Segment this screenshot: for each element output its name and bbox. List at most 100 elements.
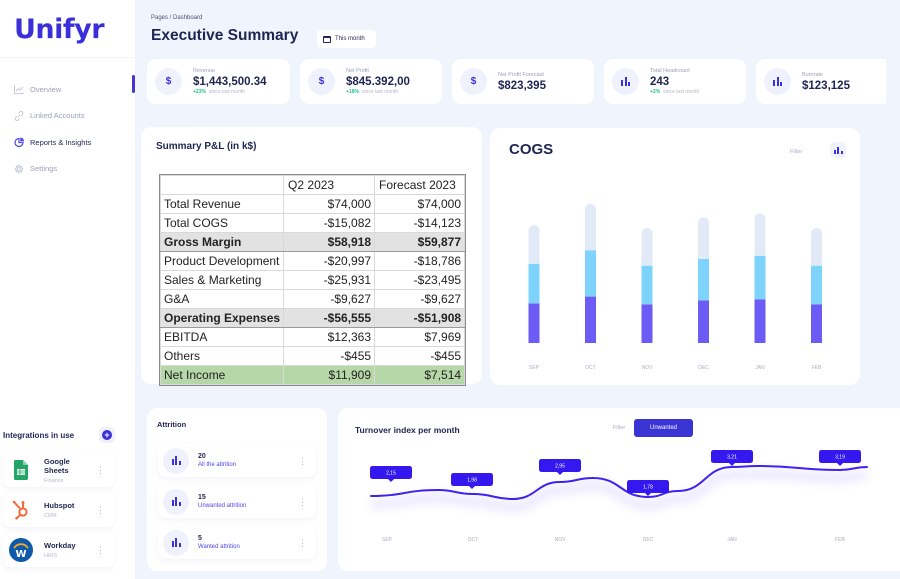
pl-forecast-value: $59,877 <box>374 232 466 252</box>
cogs-bar-segment[interactable] <box>754 256 766 300</box>
add-integration-button[interactable]: + <box>99 427 115 443</box>
more-options-icon[interactable]: ⋮ <box>298 496 307 507</box>
kpi-delta: +18% since last month <box>346 89 399 95</box>
kpi-label: Total Headcount <box>650 68 690 74</box>
integration-category: CRM <box>44 513 57 519</box>
integration-name: Google Sheets <box>44 456 70 475</box>
hubspot-icon <box>9 498 33 522</box>
cogs-bar-segment[interactable] <box>585 296 596 343</box>
cogs-bar-segment[interactable] <box>641 227 653 266</box>
turnover-filter-label[interactable]: Filter <box>613 425 626 431</box>
pl-row-label: Operating Expenses <box>159 308 285 328</box>
period-label: This month <box>335 36 365 42</box>
more-options-icon[interactable]: ⋮ <box>298 455 307 466</box>
kpi-delta: +23% since last month <box>193 89 246 95</box>
pl-forecast-value: $74,000 <box>374 194 466 214</box>
pl-row: Gross Margin $58,918 $59,877 <box>159 232 466 252</box>
pl-q2-value: -$25,931 <box>283 270 376 290</box>
pl-row-label: Others <box>159 346 285 366</box>
sidebar-nav: Overview Linked Accounts Reports & Insig… <box>13 76 91 182</box>
more-options-icon[interactable]: ⋮ <box>298 537 307 548</box>
cogs-filter-button[interactable]: Filter <box>790 149 803 155</box>
more-options-icon[interactable]: ⋮ <box>96 465 105 475</box>
pl-q2-value: $11,909 <box>283 365 376 385</box>
cogs-bar-segment[interactable] <box>585 250 596 297</box>
data-point-tooltip[interactable]: 1,98 <box>451 473 493 489</box>
integration-item[interactable]: Hubspot CRM ⋮ <box>3 493 114 527</box>
sidebar-item-label: Settings <box>30 164 58 174</box>
cogs-bar-segment[interactable] <box>698 258 709 301</box>
breadcrumb[interactable]: Pages / Dashboard <box>151 15 203 21</box>
attrition-label: All the attrition <box>198 462 237 468</box>
data-point-tooltip[interactable]: 3,21 <box>711 450 753 466</box>
cogs-bar-segment[interactable] <box>641 304 653 343</box>
logo[interactable]: Unifyr <box>14 14 105 45</box>
pl-forecast-value: $7,969 <box>374 327 466 347</box>
attrition-item[interactable]: 20 All the attrition ⋮ <box>158 444 316 477</box>
sidebar-item-reports-insights[interactable]: Reports & Insights <box>13 129 91 156</box>
unwanted-filter-button[interactable]: Unwanted <box>634 419 693 437</box>
pl-q2-value: $58,918 <box>283 232 376 252</box>
period-selector-button[interactable]: This month <box>317 30 376 48</box>
cogs-bar-segment[interactable] <box>528 225 540 264</box>
more-options-icon[interactable]: ⋮ <box>96 545 105 555</box>
pl-forecast-value: -$9,627 <box>374 289 466 309</box>
sidebar-item-overview[interactable]: Overview <box>13 76 91 103</box>
attrition-item[interactable]: 5 Wanted attrition ⋮ <box>158 526 316 559</box>
more-options-icon[interactable]: ⋮ <box>96 505 105 515</box>
cogs-bar-segment[interactable] <box>811 304 822 343</box>
chart-type-button[interactable] <box>830 142 846 158</box>
bar-chart-icon <box>612 68 639 95</box>
bar-chart-icon <box>833 146 843 154</box>
pl-forecast-value: $7,514 <box>374 365 466 385</box>
integration-item[interactable]: Google Sheets Finance ⋮ <box>3 453 114 487</box>
pl-title: Summary P&L (in k$) <box>156 141 257 152</box>
integrations-panel: Integrations in use + Google Sheets Fina… <box>0 424 118 567</box>
pl-row: Total COGS -$15,082 -$14,123 <box>159 213 466 233</box>
x-tick-label: DEC <box>643 537 654 543</box>
attrition-item[interactable]: 15 Unwanted attrition ⋮ <box>158 485 316 518</box>
kpi-value: $1,443,500.34 <box>193 76 267 88</box>
pl-q2-value: -$455 <box>283 346 376 366</box>
pl-q2-value: $74,000 <box>283 194 376 214</box>
dollar-icon: $ <box>460 68 487 95</box>
data-point-tooltip[interactable]: 3,19 <box>819 450 861 466</box>
cogs-bar-segment[interactable] <box>698 217 709 259</box>
data-point-tooltip[interactable]: 2,15 <box>370 466 412 482</box>
cogs-bar-segment[interactable] <box>811 265 822 305</box>
turnover-card: Turnover index per month Filter Unwanted… <box>338 408 900 571</box>
kpi-label: Net Profit Forecast <box>498 71 544 78</box>
data-point-label: 1,78 <box>643 485 653 491</box>
kpi-card-burnrate: Burnrate $123,125 <box>756 59 886 104</box>
pl-summary-card: Summary P&L (in k$) Q2 2023 Forecast 202… <box>141 127 482 386</box>
active-nav-indicator <box>132 75 135 93</box>
cogs-bar-segment[interactable] <box>698 300 709 343</box>
turnover-chart: 2,15 SEP 1,98 OCT 2,95 NOV 1,78 DEC 3,21 JAN 3,19 F… <box>370 450 868 543</box>
cogs-bar-segment[interactable] <box>528 303 540 343</box>
pl-forecast-value: -$455 <box>374 346 466 366</box>
x-tick-label: SEP <box>382 537 393 543</box>
cogs-bar-segment[interactable] <box>754 213 766 256</box>
cogs-bar-segment[interactable] <box>528 263 540 304</box>
cogs-bar-segment[interactable] <box>585 203 596 251</box>
kpi-value: 243 <box>650 76 670 88</box>
sidebar-item-settings[interactable]: Settings <box>13 156 91 183</box>
cogs-bar-segment[interactable] <box>641 265 653 305</box>
kpi-label: Net Profit <box>346 68 369 74</box>
pl-forecast-value: -$51,908 <box>374 308 466 328</box>
cogs-bar-segment[interactable] <box>811 227 822 266</box>
pl-q2-value: $12,363 <box>283 327 376 347</box>
data-point-tooltip[interactable]: 1,78 <box>627 480 669 496</box>
data-point-tooltip[interactable]: 2,95 <box>539 459 581 475</box>
pl-row-label: EBITDA <box>159 327 285 347</box>
sidebar-item-linked-accounts[interactable]: Linked Accounts <box>13 103 91 130</box>
sidebar-item-label: Linked Accounts <box>30 111 85 121</box>
x-tick-label: NOV <box>555 537 567 543</box>
pl-column-header <box>159 175 285 195</box>
cogs-bar-segment[interactable] <box>754 299 766 344</box>
x-tick-label: JAN <box>727 537 737 543</box>
pl-row: G&A -$9,627 -$9,627 <box>159 289 466 309</box>
pl-table: Q2 2023 Forecast 2023 Total Revenue $74,0… <box>158 174 467 386</box>
integration-item[interactable]: W Workday HRIS ⋮ <box>3 533 114 567</box>
pl-column-header: Forecast 2023 <box>374 175 466 195</box>
